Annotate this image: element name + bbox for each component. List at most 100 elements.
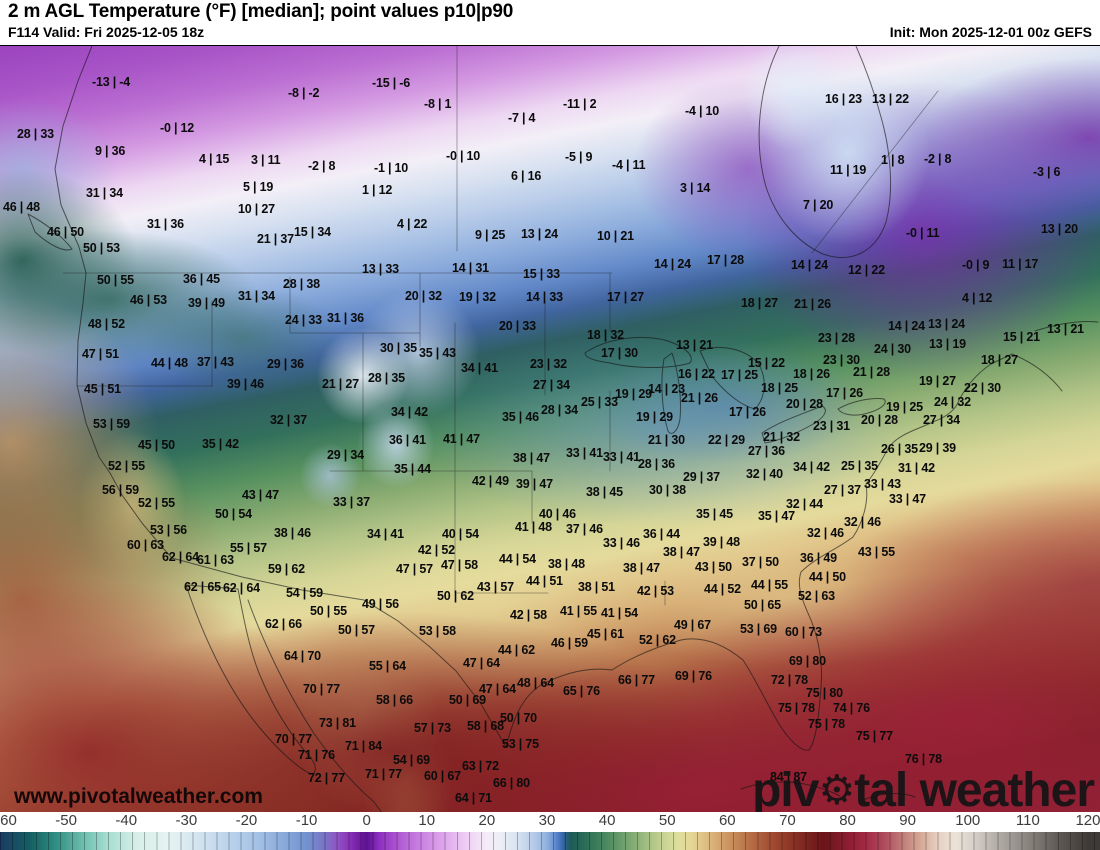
point-value-label: 10 | 21 [597,229,634,243]
point-value-label: 46 | 48 [3,200,40,214]
point-value-label: 36 | 49 [800,551,837,565]
point-value-label: 14 | 33 [526,290,563,304]
scale-tick-80: 80 [839,812,856,829]
point-value-label: 17 | 30 [601,346,638,360]
point-value-label: 14 | 24 [791,258,828,272]
brand-text-post: tal weather [854,764,1095,814]
point-value-label: 53 | 69 [740,622,777,636]
pivotalweather-watermark: piv⚙tal weather [752,764,1095,814]
scale-tick-60: 60 [718,812,736,829]
point-value-label: 71 | 76 [298,748,335,762]
scale-tick--40: -40 [115,812,138,829]
point-value-label: -4 | 11 [612,158,646,172]
point-value-label: 23 | 28 [818,331,855,345]
point-value-label: 33 | 37 [333,495,370,509]
point-value-label: 16 | 23 [825,92,862,106]
point-value-label: 33 | 47 [889,492,926,506]
point-value-label: 39 | 49 [188,296,225,310]
point-value-label: 19 | 32 [459,290,496,304]
point-value-label: 60 | 73 [785,625,822,639]
point-value-label: 4 | 12 [962,291,993,305]
point-value-label: 30 | 38 [649,483,686,497]
point-value-label: 28 | 33 [17,127,54,141]
scale-tick-120: 120 [1075,812,1100,829]
scale-tick--30: -30 [175,812,198,829]
point-value-label: 75 | 78 [808,717,845,731]
point-value-label: 23 | 32 [530,357,567,371]
point-value-label: 14 | 24 [888,319,925,333]
point-value-label: 21 | 32 [763,430,800,444]
point-value-label: 34 | 41 [367,527,404,541]
point-value-label: 16 | 22 [678,367,715,381]
point-value-label: 62 | 64 [162,550,199,564]
gulf-atlantic-coastline [505,353,1013,751]
point-value-label: 14 | 31 [452,261,489,275]
point-value-label: 50 | 65 [744,598,781,612]
ontario-quebec-border [811,90,939,254]
point-value-label: -15 | -6 [372,76,411,90]
point-value-label: 9 | 25 [475,228,506,242]
point-value-label: 50 | 53 [83,241,120,255]
point-value-label: 34 | 41 [461,361,498,375]
point-value-label: -1 | 10 [374,161,409,175]
point-value-label: 44 | 55 [751,578,788,592]
point-value-label: 21 | 26 [681,391,718,405]
lake-superior [584,336,692,368]
map-header: 2 m AGL Temperature (°F) [median]; point… [0,0,1100,45]
vancouver-island [27,213,73,251]
point-value-label: 55 | 64 [369,659,406,673]
point-value-label: 27 | 34 [923,413,960,427]
point-value-label: 44 | 50 [809,570,846,584]
point-value-label: 64 | 70 [284,649,321,663]
point-value-label: 19 | 25 [886,400,923,414]
point-value-label: 41 | 47 [443,432,480,446]
point-value-label: 15 | 21 [1003,330,1040,344]
scale-tick--60: -60 [0,812,17,829]
point-value-label: -11 | 2 [563,97,597,111]
point-value-label: 27 | 37 [824,483,861,497]
point-value-label: 15 | 33 [523,267,560,281]
point-value-label: 1 | 12 [362,183,393,197]
point-value-label: 39 | 48 [703,535,740,549]
point-value-label: 21 | 27 [322,377,359,391]
point-value-label: 11 | 17 [1002,257,1039,271]
point-value-label: 1 | 8 [881,153,905,167]
scale-tick-20: 20 [478,812,496,829]
point-value-label: 58 | 68 [467,719,504,733]
point-value-label: 69 | 80 [789,654,826,668]
us-mexico-border [171,557,507,748]
point-value-label: 38 | 46 [274,526,311,540]
point-value-label: 9 | 36 [95,144,126,158]
point-value-label: 59 | 62 [268,562,305,576]
point-value-label: 50 | 57 [338,623,375,637]
maritimes-coast [1034,321,1099,332]
point-value-label: 37 | 43 [197,355,234,369]
point-value-label: -0 | 9 [962,258,990,272]
point-value-label: 38 | 45 [586,485,623,499]
point-value-label: 32 | 46 [807,526,844,540]
scale-tick-10: 10 [418,812,436,829]
point-value-label: -0 | 12 [160,121,195,135]
scale-tick-0: 0 [362,812,371,829]
point-value-label: 70 | 77 [303,682,340,696]
lake-michigan [661,352,681,434]
point-value-label: 35 | 45 [696,507,733,521]
point-value-label: 43 | 50 [695,560,732,574]
baja-peninsula [185,584,316,775]
point-value-label: 13 | 21 [676,338,713,352]
point-value-label: 40 | 46 [539,507,576,521]
point-value-label: 33 | 46 [603,536,640,550]
point-value-label: -0 | 10 [446,149,481,163]
lake-ontario [837,398,886,416]
point-value-label: 52 | 63 [798,589,835,603]
map-canvas[interactable]: -13 | -4 -8 | -2 -15 | -6 -8 | 1 -11 | 2 16 |… [0,45,1100,813]
point-value-label: 11 | 19 [830,163,867,177]
point-value-label: 7 | 20 [803,198,834,212]
point-value-label: 14 | 24 [654,257,691,271]
point-value-label: 31 | 42 [898,461,935,475]
state-borders [76,272,666,606]
point-value-label: 50 | 69 [449,693,486,707]
point-value-label: 74 | 76 [833,701,870,715]
point-value-label: 35 | 46 [502,410,539,424]
